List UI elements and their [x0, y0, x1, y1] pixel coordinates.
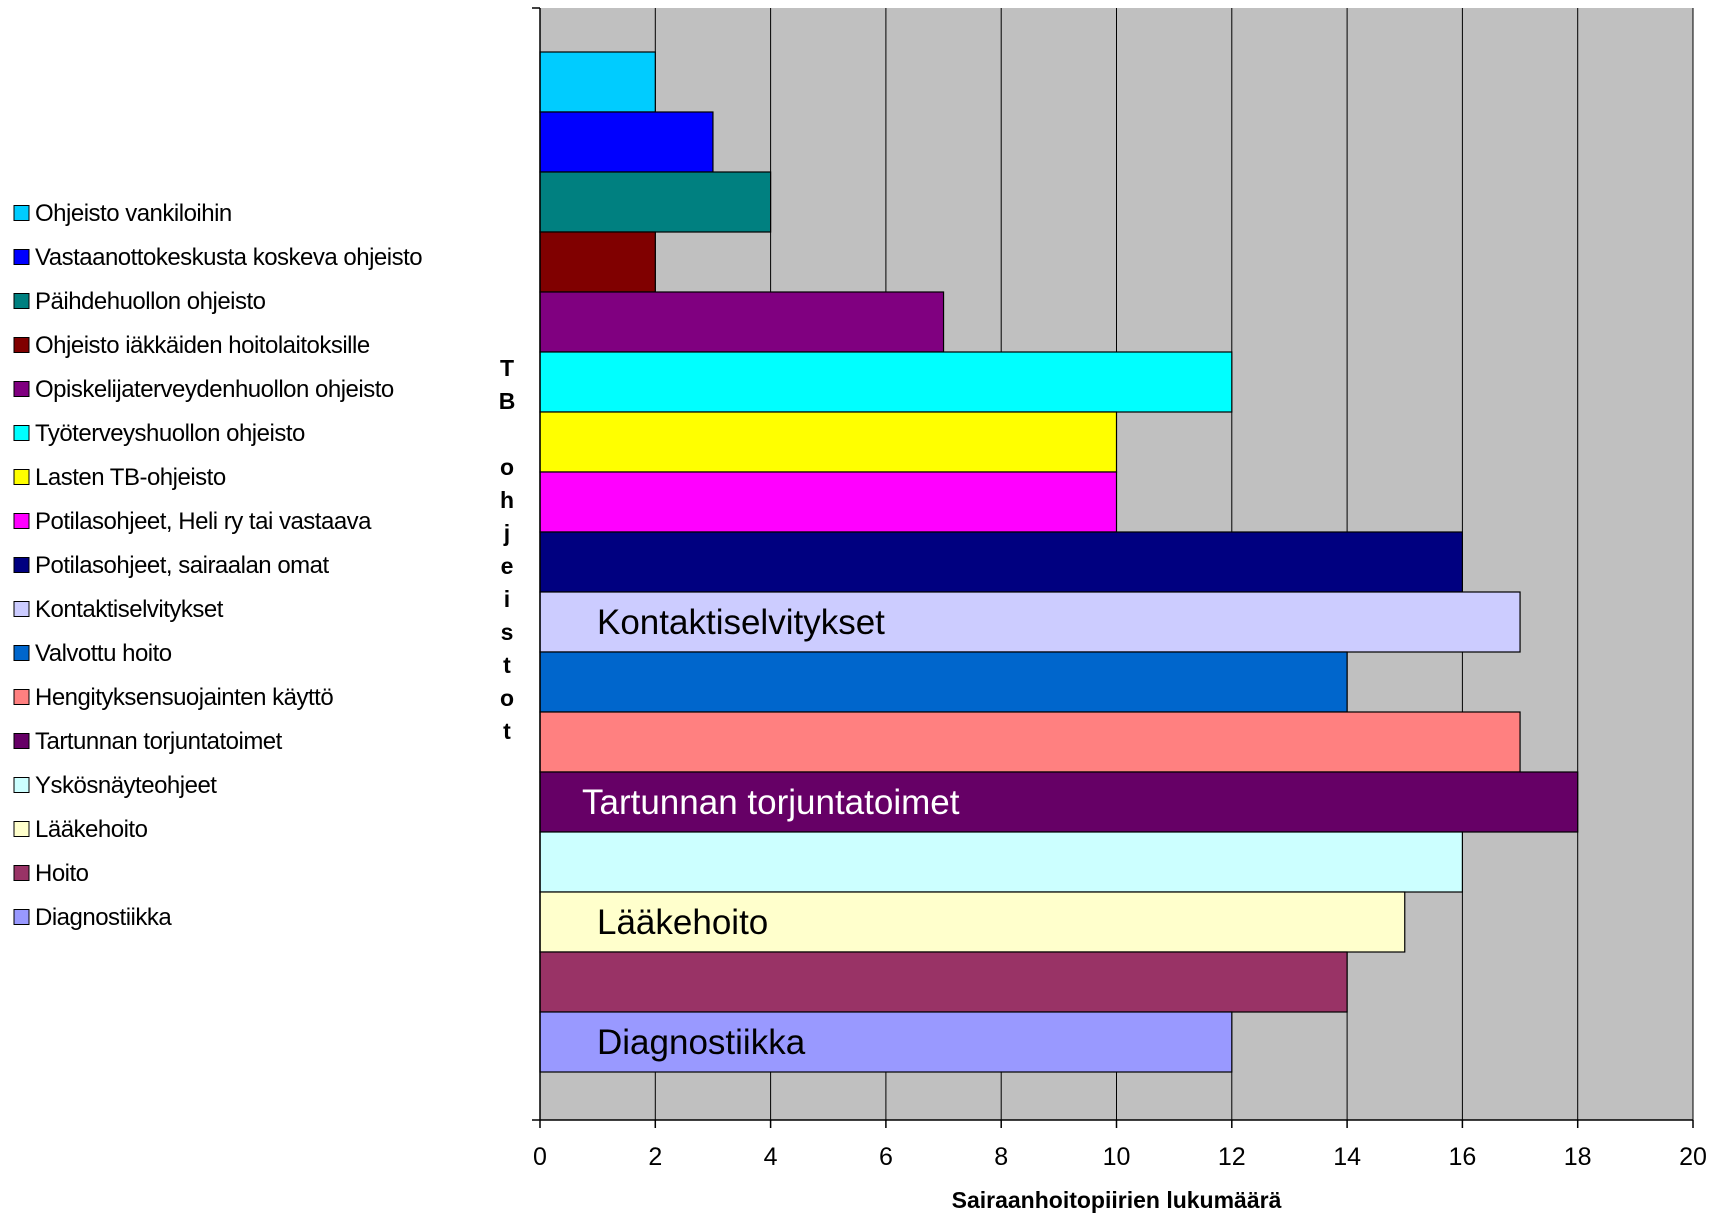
- legend-label: Työterveyshuollon ohjeisto: [35, 420, 305, 447]
- bar: [539, 651, 1348, 713]
- legend-label: Vastaanottokeskusta koskeva ohjeisto: [35, 244, 422, 271]
- legend-swatch: [13, 293, 30, 309]
- bar-labels: Kontaktiselvitykset Tartunnan torjuntatoi…: [582, 603, 960, 1062]
- bar: [539, 111, 714, 173]
- legend-swatch: [13, 601, 30, 617]
- legend-swatch: [13, 469, 30, 485]
- legend-label: Hoito: [35, 860, 89, 887]
- bar: [539, 1011, 1233, 1073]
- bar: [539, 351, 1233, 413]
- x-tick-label: 12: [1218, 1143, 1246, 1171]
- legend-label: Päihdehuollon ohjeisto: [35, 288, 266, 315]
- bar-data-label: Tartunnan torjuntatoimet: [582, 783, 960, 822]
- legend-label: Potilasohjeet, Heli ry tai vastaava: [35, 508, 372, 535]
- legend-label: Yskösnäyteohjeet: [35, 772, 217, 799]
- x-tick-label: 0: [533, 1143, 547, 1171]
- x-axis-title: Sairaanhoitopiirien lukumäärä: [952, 1187, 1282, 1213]
- y-axis-title-letter: i: [504, 586, 510, 612]
- y-axis-title-letter: t: [503, 652, 511, 678]
- x-tick-label: 10: [1103, 1143, 1131, 1171]
- legend-label: Opiskelijaterveydenhuollon ohjeisto: [35, 376, 394, 403]
- bar: [539, 471, 1118, 533]
- legend-label: Diagnostiikka: [35, 904, 172, 931]
- x-tick-labels: 0 2 4 6 8 10 12 14 16 18 20: [533, 1143, 1707, 1171]
- x-tick-label: 14: [1333, 1143, 1361, 1171]
- bar-data-label: Kontaktiselvitykset: [597, 603, 885, 642]
- x-tick-label: 20: [1679, 1143, 1707, 1171]
- bar: [539, 831, 1464, 893]
- bar-data-label: Diagnostiikka: [597, 1023, 806, 1062]
- legend-label: Hengityksensuojainten käyttö: [35, 684, 333, 711]
- legend-swatch: [13, 205, 30, 221]
- y-axis-title-letter: e: [501, 553, 514, 579]
- legend-swatch: [13, 337, 30, 353]
- bar: [539, 171, 772, 233]
- bar: [539, 951, 1348, 1013]
- legend-swatch: [13, 381, 30, 397]
- legend-swatch: [13, 645, 30, 661]
- bar: [539, 231, 656, 293]
- legend-swatch: [13, 865, 30, 881]
- legend-swatch: [13, 513, 30, 529]
- legend-label: Valvottu hoito: [35, 640, 172, 667]
- y-axis-title-letter: j: [503, 520, 510, 546]
- bar: [539, 51, 656, 113]
- x-tick-label: 18: [1564, 1143, 1592, 1171]
- bars: [539, 51, 1579, 1073]
- legend-label: Potilasohjeet, sairaalan omat: [35, 552, 330, 579]
- legend-swatch: [13, 821, 30, 837]
- legend-label: Lasten TB-ohjeisto: [35, 464, 226, 491]
- legend: Ohjeisto vankiloihin Vastaanottokeskusta …: [13, 200, 423, 931]
- legend-swatch: [13, 249, 30, 265]
- y-axis-title-letter: s: [501, 619, 514, 645]
- legend-swatch: [13, 557, 30, 573]
- y-axis-title-letter: h: [500, 487, 514, 513]
- y-axis-title-letter: o: [500, 454, 514, 480]
- bar-data-label: Lääkehoito: [597, 903, 768, 942]
- legend-label: Kontaktiselvitykset: [35, 596, 224, 623]
- y-axis-title-letter: o: [500, 685, 514, 711]
- legend-label: Tartunnan torjuntatoimet: [35, 728, 283, 755]
- bar: [539, 291, 945, 353]
- x-tick-label: 4: [764, 1143, 778, 1171]
- legend-swatch: [13, 909, 30, 925]
- y-axis-title-letter: T: [500, 355, 514, 381]
- legend-swatch: [13, 777, 30, 793]
- y-axis-title-letter: t: [503, 718, 511, 744]
- x-tick-label: 2: [648, 1143, 662, 1171]
- legend-swatch: [13, 733, 30, 749]
- x-tick-label: 6: [879, 1143, 893, 1171]
- legend-swatch: [13, 689, 30, 705]
- bar: [539, 591, 1521, 653]
- legend-swatch: [13, 425, 30, 441]
- legend-label: Ohjeisto vankiloihin: [35, 200, 232, 227]
- axes: [532, 7, 1694, 1128]
- bar: [539, 711, 1521, 773]
- bar: [539, 411, 1118, 473]
- bar: [539, 531, 1464, 593]
- x-tick-label: 16: [1448, 1143, 1476, 1171]
- y-axis-title-letter: B: [499, 388, 516, 414]
- legend-label: Lääkehoito: [35, 816, 148, 843]
- x-tick-label: 8: [994, 1143, 1008, 1171]
- legend-label: Ohjeisto iäkkäiden hoitolaitoksille: [35, 332, 370, 359]
